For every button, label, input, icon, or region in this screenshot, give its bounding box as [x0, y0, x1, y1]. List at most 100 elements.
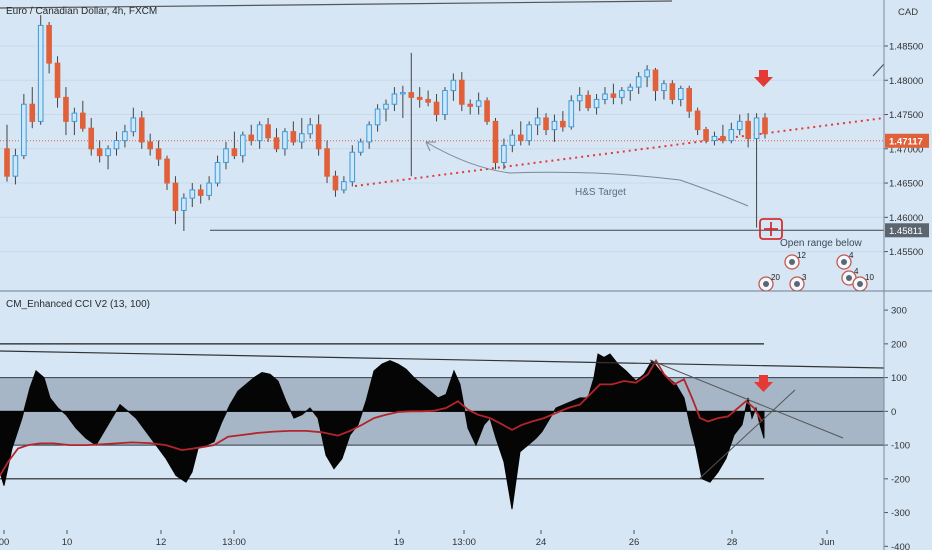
candle-body	[433, 101, 440, 116]
sell-signal-arrow	[754, 70, 773, 87]
candle-body	[425, 98, 431, 103]
candle-body	[63, 96, 69, 122]
candle-body	[703, 129, 709, 142]
candle-body	[96, 148, 103, 157]
price-tick-label: 1.48500	[889, 41, 923, 52]
hs-target-path	[425, 141, 749, 207]
candle-body	[467, 103, 474, 107]
candle-body	[669, 83, 676, 100]
candle-body	[619, 90, 625, 98]
candle-body	[155, 148, 162, 160]
candle-body	[206, 182, 212, 196]
candle-body	[543, 117, 549, 131]
currency-label: CAD	[898, 7, 918, 18]
candle-body	[256, 124, 263, 142]
event-badge-count: 10	[865, 273, 874, 282]
candle-body	[214, 161, 221, 184]
candle-body	[475, 100, 482, 107]
price-tick-label: 1.47500	[889, 110, 923, 121]
candle-body	[349, 151, 356, 183]
event-badge-count: 4	[854, 267, 859, 276]
candle-body	[526, 124, 532, 142]
candle-body	[113, 140, 120, 150]
candle-body	[105, 148, 111, 157]
candle-body	[130, 117, 137, 133]
candle-body	[231, 148, 238, 157]
candle-body	[282, 131, 288, 150]
candle-body	[383, 103, 389, 110]
price-tick-label: 1.47000	[889, 144, 923, 155]
candle-body	[4, 148, 10, 177]
candle-body	[459, 79, 465, 105]
last-price-tag	[885, 133, 929, 148]
axis-edge-trendline	[872, 63, 885, 77]
candle-body	[12, 155, 19, 177]
hs-target-label: H&S Target	[575, 187, 626, 198]
candle-body	[391, 93, 398, 105]
candle-body	[21, 103, 27, 157]
price-pane: H&S Target Open range below 12 4 3 20 4 10 1.48…	[0, 0, 929, 292]
time-tick-label: 10	[62, 537, 73, 548]
cci-series	[0, 353, 765, 510]
candle-body	[560, 120, 566, 128]
candle-body	[366, 124, 372, 143]
price-tick-label: 1.46500	[889, 179, 923, 190]
candle-body	[450, 79, 457, 92]
time-tick-label: 28	[727, 537, 738, 548]
cci-slow-line	[0, 358, 763, 476]
event-badge-flag-icon	[846, 275, 852, 281]
candle-body	[728, 129, 735, 142]
candle-body	[240, 134, 246, 157]
candle-body	[627, 86, 634, 92]
open-range-label: Open range below	[780, 238, 863, 249]
candle-body	[408, 92, 415, 98]
candle-body	[416, 96, 423, 100]
candle-body	[484, 100, 490, 122]
event-badge-count: 20	[771, 273, 780, 282]
event-badge-count: 3	[802, 273, 807, 282]
cci-tick-label: -200	[891, 474, 910, 485]
candle-body	[711, 135, 718, 142]
candle-body	[71, 112, 78, 122]
candle-body	[290, 131, 297, 143]
price-drawings: H&S Target Open range below 12 4 3 20 4 10	[0, 0, 885, 292]
cci-tick-label: -400	[891, 542, 910, 550]
cci-trendline-long	[0, 350, 885, 369]
cci-sell-signal-arrow	[754, 375, 773, 392]
cci-trendline-rising	[699, 389, 796, 479]
candle-body	[753, 117, 760, 140]
candle-body	[88, 127, 95, 150]
time-tick-label: 13:00	[222, 537, 246, 548]
price-tick-label: 1.46000	[889, 213, 923, 224]
candle-body	[686, 87, 693, 112]
event-badge-count: 12	[797, 251, 806, 260]
event-badge-flag-icon	[789, 259, 795, 265]
chart-title: Euro / Canadian Dollar, 4h, FXCM	[6, 6, 157, 17]
candle-body	[189, 189, 196, 199]
hs-target-arrowhead	[425, 141, 436, 152]
cci-tick-label: 200	[891, 339, 907, 350]
candlestick-series	[4, 15, 768, 232]
candle-body	[315, 124, 322, 150]
candle-body	[585, 94, 591, 109]
candle-body	[610, 93, 617, 98]
level-tag-label: 1.45811	[889, 226, 923, 237]
time-tick-label: 24	[536, 537, 547, 548]
price-gridlines	[0, 45, 884, 253]
candle-body	[635, 76, 642, 88]
candle-body	[324, 148, 330, 177]
candle-body	[762, 117, 768, 135]
candle-body	[273, 137, 280, 150]
time-tick-label: 13:00	[452, 537, 476, 548]
candle-body	[248, 134, 255, 142]
cci-tick-label: 300	[891, 306, 907, 317]
candle-body	[442, 90, 448, 116]
time-tick-label: 19	[394, 537, 405, 548]
candle-body	[661, 83, 667, 92]
candle-body	[374, 108, 381, 126]
candle-body	[644, 69, 650, 78]
candle-body	[400, 92, 406, 95]
cci-tick-label: -100	[891, 441, 910, 452]
candle-body	[593, 98, 600, 109]
